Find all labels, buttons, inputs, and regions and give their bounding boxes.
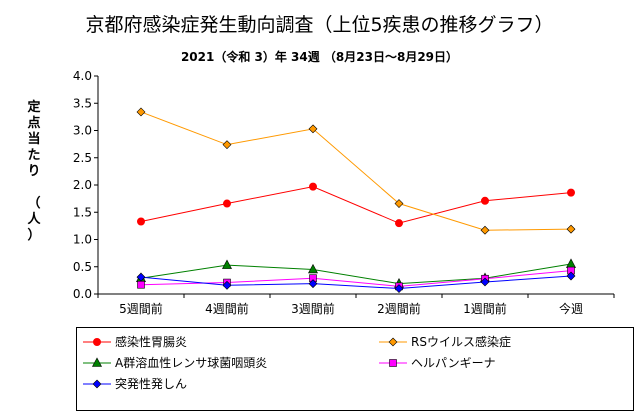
- data-point-series-5: [394, 284, 404, 293]
- chart-title: 京都府感染症発生動向調査（上位5疾患の推移グラフ）: [85, 14, 554, 36]
- legend-swatch: [83, 379, 111, 389]
- series-line-5: [140, 275, 572, 290]
- data-point-series-2: [566, 224, 576, 234]
- x-tick-label: 1週間前: [463, 301, 507, 316]
- x-tick-label: 今週: [559, 301, 583, 316]
- data-point-series-1: [395, 219, 403, 228]
- legend-label: RSウイルス感染症: [411, 335, 511, 349]
- data-point-series-2: [222, 140, 232, 150]
- legend-swatch: [83, 357, 111, 367]
- y-tick-label: 1.0: [73, 233, 92, 247]
- legend-swatch: [379, 337, 407, 347]
- x-tick-label: 5週間前: [119, 301, 163, 316]
- y-tick-label: 3.0: [73, 124, 92, 138]
- data-point-series-2: [308, 124, 318, 134]
- legend-marker: [93, 338, 101, 346]
- y-axis-label-char: り: [27, 164, 41, 179]
- y-axis-label-char: （: [27, 196, 41, 211]
- data-point-series-3: [566, 258, 576, 268]
- legend-label: ヘルパンギーナ: [411, 356, 496, 370]
- data-point-series-3: [222, 259, 232, 269]
- data-point-series-4: [137, 280, 145, 289]
- legend-marker: [92, 379, 102, 389]
- data-point-series-5: [136, 272, 146, 282]
- y-tick-label: 4.0: [73, 69, 92, 83]
- chart-subtitle: 2021（令和 3）年 34週 （8月23日～8月29日）: [180, 50, 459, 64]
- legend-swatch: [83, 338, 111, 346]
- series-line-2: [140, 111, 572, 231]
- data-point-series-5: [308, 279, 318, 289]
- series-line-1: [140, 186, 572, 224]
- y-axis-label-char: 定: [27, 100, 41, 115]
- y-axis-label: 定点当たり （人）: [26, 100, 42, 244]
- y-tick-label: 3.5: [73, 96, 92, 110]
- y-tick-label: 2.0: [73, 178, 92, 192]
- legend-marker: [92, 357, 102, 367]
- y-tick-label: 0.0: [73, 287, 92, 301]
- data-point-series-5: [480, 277, 490, 287]
- x-tick-label: 4週間前: [205, 301, 249, 316]
- y-tick-label: 1.5: [73, 205, 92, 219]
- legend-marker: [389, 359, 397, 367]
- legend: 感染性胃腸炎 RSウイルス感染症 A群溶血性レンサ球菌咽頭炎 ヘルパンギーナ突発性発し…: [76, 327, 634, 411]
- data-point-series-2: [480, 225, 490, 235]
- line-chart: 0.0 0.5 1.0 1.5 2.0 2.5 3.0 3.5 4.0 5週間前 4週間前 3週間前 2…: [73, 69, 615, 316]
- data-point-series-1: [481, 196, 489, 205]
- legend-marker: [388, 337, 398, 347]
- x-tick-label: 3週間前: [291, 301, 335, 316]
- y-axis-label-char: 点: [27, 116, 41, 131]
- x-tick-label: 2週間前: [377, 301, 421, 316]
- legend-label: 突発性発しん: [115, 377, 188, 391]
- data-point-series-2: [136, 107, 146, 117]
- data-point-series-2: [394, 199, 404, 208]
- y-axis-label-char: ）: [27, 228, 41, 243]
- y-axis-label-char: た: [27, 148, 41, 163]
- y-axis-label-char: 人: [27, 212, 41, 227]
- data-point-series-1: [223, 199, 231, 208]
- data-point-series-5: [222, 280, 232, 290]
- legend-swatch: [379, 359, 407, 367]
- series-line-4: [140, 270, 572, 287]
- data-point-series-1: [309, 182, 317, 191]
- series-line-3: [140, 263, 572, 285]
- y-tick-label: 0.5: [73, 260, 92, 274]
- data-point-series-3: [308, 263, 318, 274]
- y-axis-label-char: 当: [27, 132, 41, 147]
- data-point-series-5: [566, 271, 576, 281]
- y-tick-label: 2.5: [73, 151, 92, 165]
- data-point-series-1: [137, 217, 145, 226]
- legend-label: A群溶血性レンサ球菌咽頭炎: [115, 356, 268, 370]
- legend-label: 感染性胃腸炎: [115, 335, 188, 349]
- data-point-series-1: [567, 188, 575, 197]
